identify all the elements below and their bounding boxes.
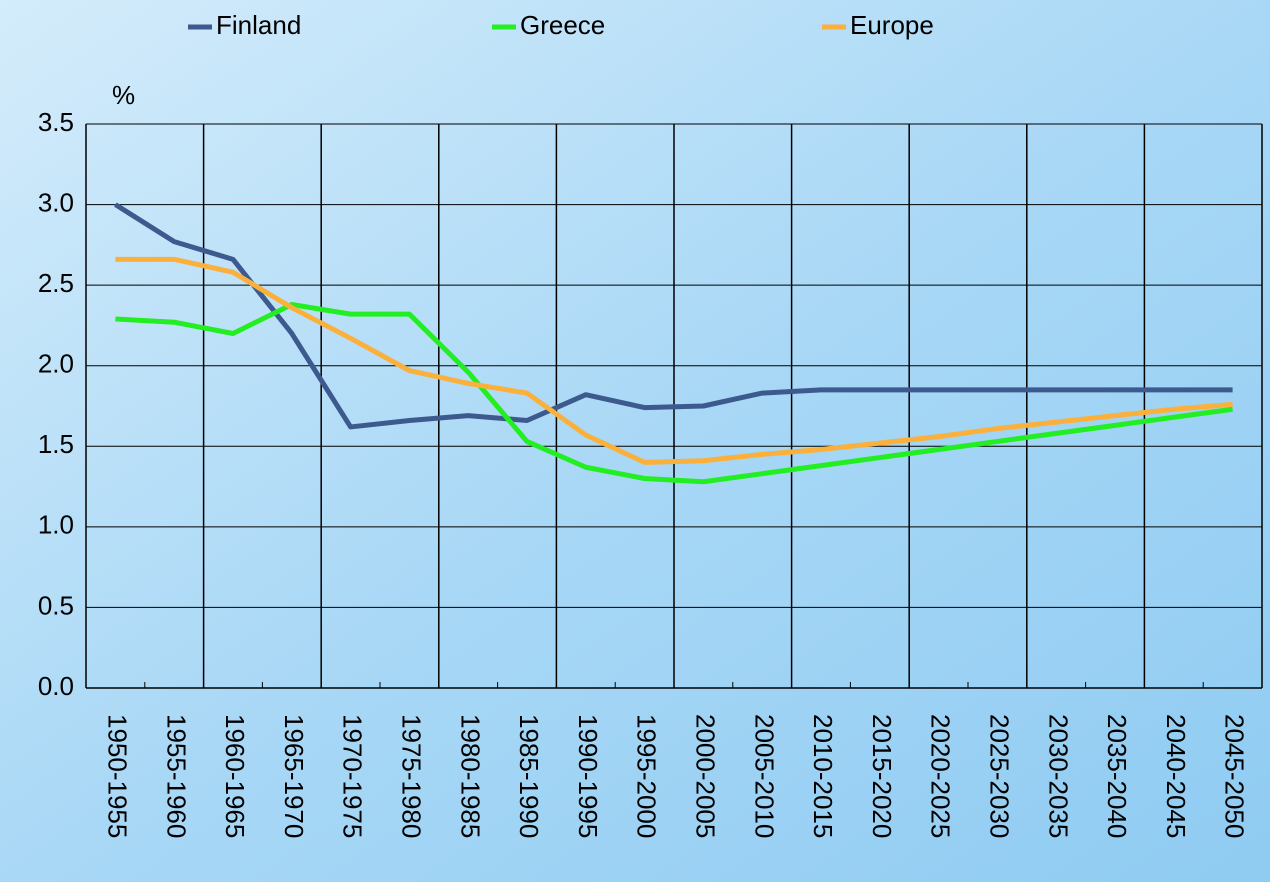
y-tick-label: 0.5 <box>38 590 74 620</box>
x-tick-label: 2020-2025 <box>926 714 956 838</box>
x-tick-label: 2005-2010 <box>749 714 779 838</box>
y-tick-label: 2.5 <box>38 268 74 298</box>
y-tick-label: 2.0 <box>38 349 74 379</box>
x-tick-label: 1975-1980 <box>397 714 427 838</box>
y-tick-label: 1.0 <box>38 510 74 540</box>
y-tick-label: 3.0 <box>38 187 74 217</box>
x-tick-label: 2035-2040 <box>1102 714 1132 838</box>
x-tick-label: 1955-1960 <box>161 714 191 838</box>
x-tick-label: 1985-1990 <box>514 714 544 838</box>
x-tick-label: 2025-2030 <box>985 714 1015 838</box>
y-tick-label: 0.0 <box>38 671 74 701</box>
series-line <box>115 301 1233 485</box>
x-tick-label: 1980-1985 <box>455 714 485 838</box>
x-tick-label: 2030-2035 <box>1043 714 1073 838</box>
x-tick-label: 1990-1995 <box>573 714 603 838</box>
series-line <box>115 256 1233 465</box>
y-tick-label: 3.5 <box>38 107 74 137</box>
x-tick-label: 1960-1965 <box>220 714 250 838</box>
legend-label: Europe <box>850 10 934 40</box>
x-tick-label: 1965-1970 <box>279 714 309 838</box>
x-tick-label: 1995-2000 <box>632 714 662 838</box>
x-tick-label: 2010-2015 <box>808 714 838 838</box>
y-axis-label: % <box>112 80 135 110</box>
legend-label: Greece <box>520 10 605 40</box>
x-tick-label: 2000-2005 <box>691 714 721 838</box>
x-tick-label: 1950-1955 <box>103 714 133 838</box>
x-tick-label: 2015-2020 <box>867 714 897 838</box>
x-tick-label: 2040-2045 <box>1161 714 1191 838</box>
legend-label: Finland <box>216 10 301 40</box>
x-tick-label: 2045-2050 <box>1220 714 1250 838</box>
y-tick-label: 1.5 <box>38 429 74 459</box>
series-line <box>114 202 1233 430</box>
x-tick-label: 1970-1975 <box>338 714 368 838</box>
